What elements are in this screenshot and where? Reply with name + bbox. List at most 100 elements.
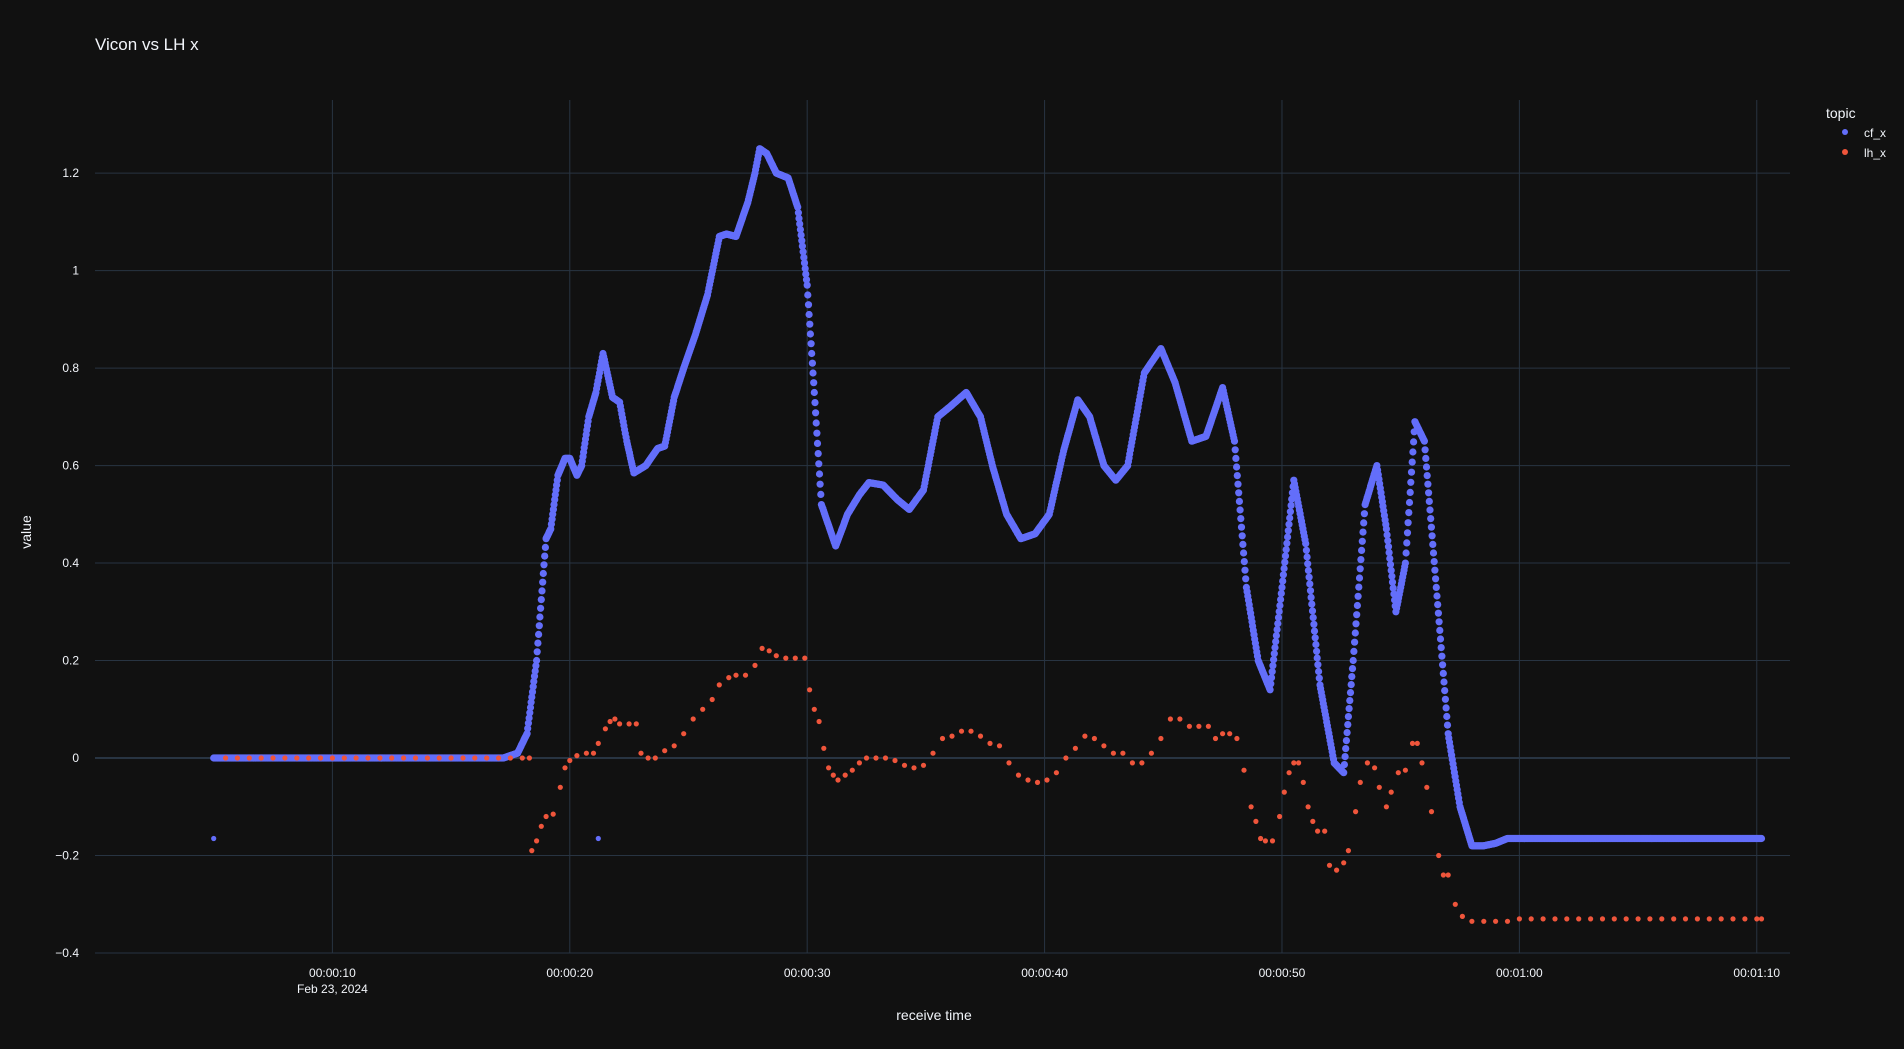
data-point-lh-x [742,672,749,678]
data-point-cf-x [1312,640,1320,649]
data-point-lh-x [920,762,927,768]
data-point-lh-x [826,765,832,771]
data-point-lh-x [1120,750,1126,756]
data-point-cf-x [1408,458,1416,466]
data-point-cf-x [1282,546,1290,554]
data-point-cf-x [1353,601,1361,610]
data-point-cf-x [1403,529,1412,537]
data-point-cf-x [1236,506,1244,514]
data-point-lh-x [258,755,264,761]
data-point-lh-x [1034,779,1041,786]
legend-item-cf-x[interactable]: cf_x [1842,126,1886,140]
data-point-cf-x [803,281,811,289]
data-point-cf-x [1360,510,1368,518]
data-point-cf-x [812,419,820,427]
data-point-cf-x [1270,656,1278,664]
data-point-cf-x [1311,634,1319,642]
data-point-lh-x [1469,918,1475,924]
data-point-lh-x [317,755,324,761]
data-point-cf-x [1233,472,1241,480]
data-point-cf-x [814,450,822,458]
data-point-lh-x [306,755,312,761]
data-point-lh-x [1754,916,1760,922]
data-point-cf-x [1355,583,1363,591]
data-point-cf-x [1351,638,1359,646]
data-point-lh-x [1671,916,1677,922]
data-point-cf-x [1354,592,1362,600]
data-point-cf-x [1351,629,1359,637]
data-point-lh-x [460,755,466,761]
data-point-lh-x [792,655,798,661]
data-point-lh-x [1227,731,1233,737]
data-point-cf-x [1340,769,1348,777]
data-point-lh-x [849,767,855,773]
data-point-cf-x [1304,566,1312,575]
data-point-lh-x [294,755,300,761]
legend[interactable]: topic cf_x lh_x [1826,105,1886,160]
legend-item-lh-x[interactable]: lh_x [1842,146,1886,160]
data-point-cf-x [796,220,804,228]
data-point-lh-x [389,755,395,761]
data-point-cf-x [1359,528,1367,536]
data-point-cf-x [1439,661,1447,669]
data-point-cf-x [540,561,548,569]
data-point-cf-x [533,648,541,656]
data-point-lh-x [733,672,739,678]
data-point-lh-x [1694,916,1700,922]
data-point-lh-x [1540,916,1546,922]
data-point-lh-x [652,755,658,761]
data-point-lh-x [709,696,715,703]
data-point-cf-x [1288,495,1296,503]
data-point-lh-x [1576,916,1582,922]
data-point-cf-x [1306,587,1315,595]
data-point-cf-x [1343,729,1351,737]
data-point-cf-x [541,543,550,552]
data-point-lh-x [1383,804,1389,810]
data-point-lh-x [1428,809,1435,815]
data-point-cf-x [1307,593,1315,602]
data-point-cf-x [211,835,217,842]
legend-title: topic [1826,105,1856,121]
data-point-cf-x [1422,454,1430,462]
data-point-cf-x [1429,540,1437,549]
data-point-cf-x [1273,626,1281,634]
data-point-cf-x [1402,549,1410,557]
data-point-cf-x [1234,480,1242,488]
grid-layer [95,100,1790,954]
data-point-cf-x [1387,566,1395,575]
data-point-cf-x [1426,506,1434,514]
data-point-cf-x [1309,614,1317,622]
data-point-cf-x [1384,537,1392,545]
data-point-lh-x [1364,760,1370,766]
data-point-cf-x [1424,480,1432,488]
data-point-cf-x [798,237,806,245]
data-point-cf-x [1425,489,1433,497]
axis-layer: 00:00:10 Feb 23, 2024 00:00:20 00:00:30 00:0… [55,166,1780,996]
data-point-lh-x [1452,901,1458,907]
data-point-cf-x [1270,650,1278,658]
data-point-cf-x [1407,478,1415,486]
y-tick-label: 0.4 [62,556,79,570]
data-point-cf-x [1242,575,1250,583]
data-point-lh-x [892,757,898,764]
data-point-cf-x [1278,583,1286,592]
data-point-cf-x [1272,638,1280,646]
data-point-cf-x [810,379,818,387]
x-tick-sublabel: Feb 23, 2024 [297,982,368,996]
data-point-lh-x [529,848,535,854]
x-tick-label: 00:00:50 [1259,966,1306,980]
x-tick-label: 00:00:10 [309,966,356,980]
data-point-cf-x [1272,632,1280,640]
data-point-lh-x [766,648,772,654]
data-point-lh-x [626,721,632,727]
data-point-cf-x [1432,575,1440,583]
data-point-lh-x [1647,916,1653,922]
data-point-cf-x [798,242,807,250]
data-point-lh-x [1315,828,1321,834]
data-point-cf-x [1240,549,1248,557]
data-point-lh-x [1234,735,1240,742]
data-point-cf-x [1304,560,1312,568]
data-point-lh-x [1758,916,1765,922]
data-point-cf-x [1344,713,1352,721]
data-point-cf-x [541,552,549,560]
